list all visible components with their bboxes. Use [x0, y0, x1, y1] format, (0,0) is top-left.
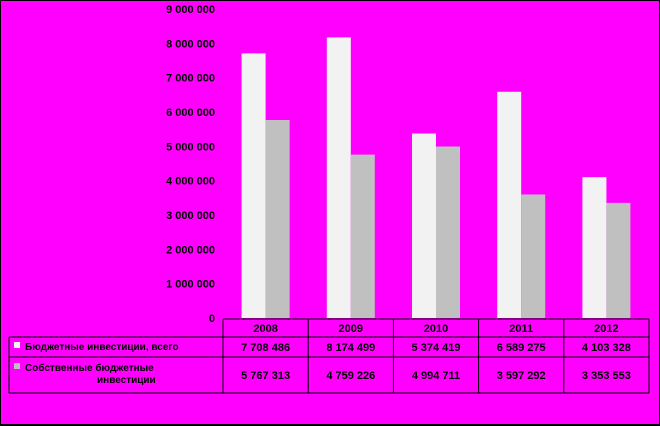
y-tick-label: 4 000 000: [166, 176, 215, 188]
table-value-cell: 3 597 292: [497, 370, 546, 382]
y-tick-label: 2 000 000: [166, 244, 215, 256]
bar-own-investments: [521, 194, 546, 318]
table-value-cell: 5 767 313: [241, 370, 290, 382]
bar-total-investments: [241, 53, 266, 318]
y-tick-label: 3 000 000: [166, 210, 215, 222]
x-category-label: 2010: [424, 323, 448, 335]
y-tick-label: 9 000 000: [166, 4, 215, 16]
bar-own-investments: [436, 146, 460, 318]
y-tick-label: 6 000 000: [166, 107, 215, 119]
y-tick-label: 5 000 000: [166, 141, 215, 153]
table-value-cell: 6 589 275: [497, 342, 546, 354]
y-axis-ticks: 0 1 000 000 2 000 000 3 000 000 4 000 000 5 0…: [166, 4, 215, 325]
y-tick-label: 1 000 000: [166, 279, 215, 291]
bar-own-investments: [606, 202, 631, 318]
table-value-cell: 4 103 328: [582, 342, 631, 354]
bar-series: [241, 37, 631, 319]
data-table: 2008 2009 2010 2011 2012 Бюджетные инвестиции…: [8, 318, 650, 394]
y-tick-label: 0: [209, 313, 215, 325]
y-tick-label: 8 000 000: [166, 38, 215, 50]
table-value-cell: 7 708 486: [241, 342, 290, 354]
legend-key-own: [14, 363, 20, 369]
series-label-own: Собственные бюджетные: [25, 362, 154, 374]
legend-key-total: [14, 342, 20, 348]
table-value-cell: 5 374 419: [412, 342, 461, 354]
series-label-total: Бюджетные инвестиции, всего: [25, 342, 179, 353]
table-value-cell: 8 174 499: [326, 342, 375, 354]
bar-own-investments: [265, 119, 290, 318]
x-category-label: 2009: [339, 323, 363, 335]
series-label-own: инвестиции: [97, 375, 156, 386]
y-tick-label: 7 000 000: [166, 73, 215, 85]
x-category-label: 2011: [509, 323, 533, 335]
bar-total-investments: [412, 133, 436, 318]
table-value-cell: 4 994 711: [412, 370, 460, 382]
bar-total-investments: [326, 37, 351, 319]
x-category-label: 2008: [253, 323, 277, 335]
table-value-cell: 3 353 553: [582, 370, 631, 382]
bar-own-investments: [350, 154, 375, 318]
bar-total-investments: [497, 91, 522, 319]
bar-total-investments: [582, 177, 607, 318]
table-value-cell: 4 759 226: [326, 370, 375, 382]
x-category-label: 2012: [594, 323, 618, 335]
